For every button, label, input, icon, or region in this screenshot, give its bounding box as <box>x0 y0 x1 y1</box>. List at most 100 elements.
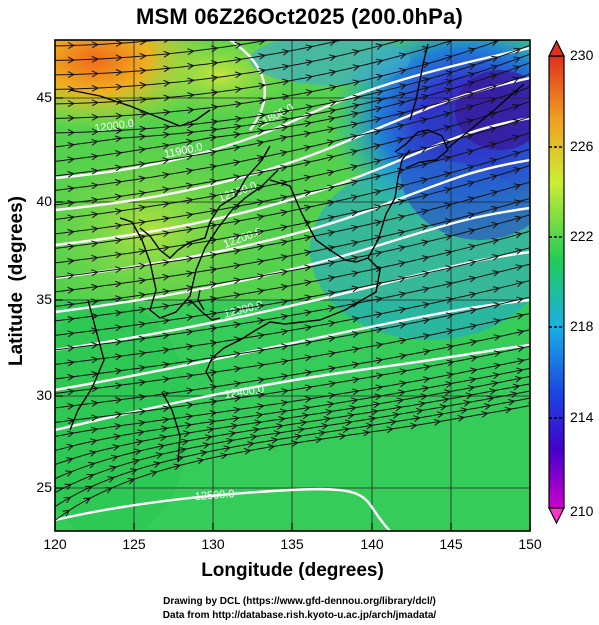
streamline-arrow <box>467 384 476 392</box>
streamline-arrow <box>209 354 218 362</box>
streamline-arrow <box>400 40 405 44</box>
streamline-arrow <box>257 362 266 369</box>
streamline-arrow <box>233 131 242 139</box>
streamline-arrow <box>469 323 478 330</box>
streamline-arrow <box>351 388 360 396</box>
streamline-arrow <box>491 380 499 388</box>
streamline-arrow <box>115 112 124 120</box>
streamline-arrow <box>247 441 255 448</box>
streamline-arrow <box>138 306 147 314</box>
streamline-arrow <box>350 194 359 202</box>
streamline-arrow <box>423 364 431 371</box>
streamline <box>55 197 530 293</box>
streamline-arrow <box>491 55 499 63</box>
streamline-arrow <box>327 169 335 177</box>
streamline-arrow <box>270 437 279 444</box>
streamline-arrow <box>469 339 478 346</box>
streamline <box>55 280 530 365</box>
streamline-arrow <box>491 238 500 245</box>
streamline-arrow <box>139 52 148 60</box>
streamline-arrow <box>351 255 359 262</box>
streamline-arrow <box>422 332 431 340</box>
streamline-arrow <box>67 344 75 352</box>
streamline <box>55 367 530 452</box>
streamline-arrow <box>422 301 431 309</box>
streamline-arrow <box>351 285 360 293</box>
streamline-arrow <box>492 372 501 379</box>
colorbar <box>548 39 565 525</box>
streamline <box>55 230 530 322</box>
streamline-arrow <box>281 358 289 366</box>
streamline-arrow <box>233 247 242 255</box>
streamline-arrow <box>220 452 229 460</box>
streamline-arrow <box>301 412 310 420</box>
streamline-arrow <box>162 376 171 383</box>
streamline <box>55 397 530 508</box>
streamline-arrow <box>326 139 335 147</box>
streamline-arrow <box>210 383 218 391</box>
streamline-arrow <box>291 440 299 447</box>
streamline-arrow <box>209 207 218 215</box>
streamline-arrow <box>114 353 123 361</box>
streamline-arrow <box>394 404 403 412</box>
streamline-arrow <box>446 312 454 320</box>
streamline-arrow <box>163 109 171 116</box>
streamline-arrow <box>202 442 211 449</box>
x-tick-label: 125 <box>122 536 146 552</box>
streamline-arrow <box>153 461 161 468</box>
streamline-arrow <box>445 296 454 304</box>
streamline-arrow <box>446 359 455 367</box>
streamline-arrow <box>91 99 100 107</box>
streamline-arrow <box>512 150 521 158</box>
streamline-arrow <box>210 74 219 82</box>
streamline-arrow <box>375 357 384 365</box>
streamline-arrow <box>490 73 498 80</box>
streamline-arrow <box>162 361 171 369</box>
streamline-arrow <box>114 237 123 245</box>
streamline <box>55 44 530 134</box>
streamline <box>55 40 272 61</box>
streamline-arrow <box>373 143 382 150</box>
streamline-arrow <box>375 296 383 303</box>
x-tick-label: 120 <box>43 536 67 552</box>
streamline-arrow <box>443 98 452 105</box>
streamline-arrow <box>112 444 121 451</box>
streamline-arrow <box>163 40 170 44</box>
streamline-arrow <box>398 52 407 60</box>
streamline-arrow <box>258 67 267 75</box>
streamline-arrow <box>173 463 182 471</box>
streamline-arrow <box>399 322 407 329</box>
streamline-arrow <box>441 396 450 404</box>
streamline-arrow <box>457 414 466 422</box>
streamline <box>55 358 530 437</box>
streamline-arrow <box>282 20 289 26</box>
streamline-arrow <box>351 300 360 308</box>
streamline-arrow <box>138 161 147 168</box>
streamline <box>55 73 530 177</box>
streamline-arrow <box>232 415 240 423</box>
streamline-arrow <box>351 224 359 232</box>
streamline-arrow <box>138 335 147 343</box>
streamline-arrow <box>370 408 379 416</box>
streamline-arrow <box>91 312 99 320</box>
streamline-arrow <box>66 430 75 438</box>
streamline-arrow <box>349 405 357 412</box>
streamline-arrow <box>280 224 289 232</box>
streamline-arrow <box>375 97 384 105</box>
streamline-arrow <box>234 123 242 131</box>
streamline-arrow <box>328 380 337 388</box>
streamline-arrow <box>444 218 453 225</box>
streamline-arrow <box>352 79 361 87</box>
streamline <box>55 116 530 220</box>
streamline-arrow <box>328 392 336 400</box>
streamline-arrow <box>280 298 289 306</box>
streamline-arrow <box>352 49 361 56</box>
streamline-arrow <box>187 106 195 114</box>
streamline-arrow <box>421 85 430 93</box>
streamline-arrow <box>138 277 147 285</box>
streamline-arrow <box>138 321 147 328</box>
streamline-arrow <box>344 419 353 427</box>
x-axis-title: Longitude (degrees) <box>201 560 384 581</box>
streamline-arrow <box>469 307 478 315</box>
streamline-arrow <box>114 222 123 230</box>
